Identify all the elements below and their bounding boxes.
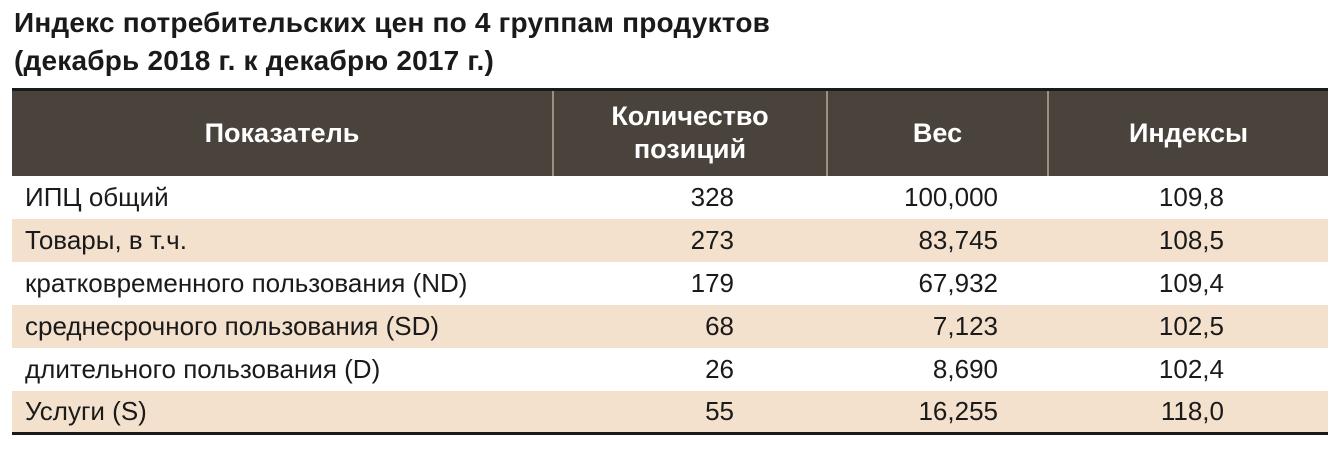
row-name: кратковременного пользования (ND) xyxy=(12,261,553,305)
header-index: Индексы xyxy=(1048,89,1328,176)
header-indicator: Показатель xyxy=(12,89,554,176)
table-row: кратковременного пользования (ND) 179 67… xyxy=(12,261,1328,305)
title-line-2: (декабрь 2018 г. к декабрю 2017 г.) xyxy=(14,45,494,76)
table-row: Товары, в т.ч. 273 83,745 108,5 xyxy=(12,218,1328,262)
row-index: 108,5 xyxy=(1048,218,1328,262)
title-line-1: Индекс потребительских цен по 4 группам … xyxy=(14,7,771,38)
row-count: 26 xyxy=(553,347,827,391)
header-count-line-1: Количество xyxy=(611,101,769,132)
row-index: 102,4 xyxy=(1048,347,1328,391)
header-count-line-2: позиций xyxy=(633,134,747,165)
row-count: 55 xyxy=(553,390,827,434)
row-weight: 100,000 xyxy=(827,175,1048,219)
row-index: 109,8 xyxy=(1048,175,1328,219)
row-name: Товары, в т.ч. xyxy=(12,218,553,262)
header-count: Количество позиций xyxy=(553,89,828,176)
row-name: длительного пользования (D) xyxy=(12,347,553,391)
row-name: среднесрочного пользования (SD) xyxy=(12,304,553,348)
table-row: среднесрочного пользования (SD) 68 7,123… xyxy=(12,304,1328,348)
table-row: Услуги (S) 55 16,255 118,0 xyxy=(12,390,1328,434)
row-weight: 67,932 xyxy=(827,261,1048,305)
row-name: ИПЦ общий xyxy=(12,175,553,219)
cpi-table: Показатель Количество позиций Вес Индекс… xyxy=(12,88,1328,435)
row-index: 109,4 xyxy=(1048,261,1328,305)
table-row: длительного пользования (D) 26 8,690 102… xyxy=(12,347,1328,391)
row-weight: 7,123 xyxy=(827,304,1048,348)
row-count: 273 xyxy=(553,218,827,262)
row-weight: 83,745 xyxy=(827,218,1048,262)
table-header-row: Показатель Количество позиций Вес Индекс… xyxy=(12,89,1328,176)
row-weight: 8,690 xyxy=(827,347,1048,391)
row-index: 102,5 xyxy=(1048,304,1328,348)
header-weight: Вес xyxy=(827,89,1049,176)
row-weight: 16,255 xyxy=(827,390,1048,434)
document-title: Индекс потребительских цен по 4 группам … xyxy=(14,4,770,80)
row-index: 118,0 xyxy=(1048,390,1328,434)
row-count: 68 xyxy=(553,304,827,348)
row-count: 328 xyxy=(553,175,827,219)
row-name: Услуги (S) xyxy=(12,390,553,434)
row-count: 179 xyxy=(553,261,827,305)
table-row: ИПЦ общий 328 100,000 109,8 xyxy=(12,175,1328,219)
